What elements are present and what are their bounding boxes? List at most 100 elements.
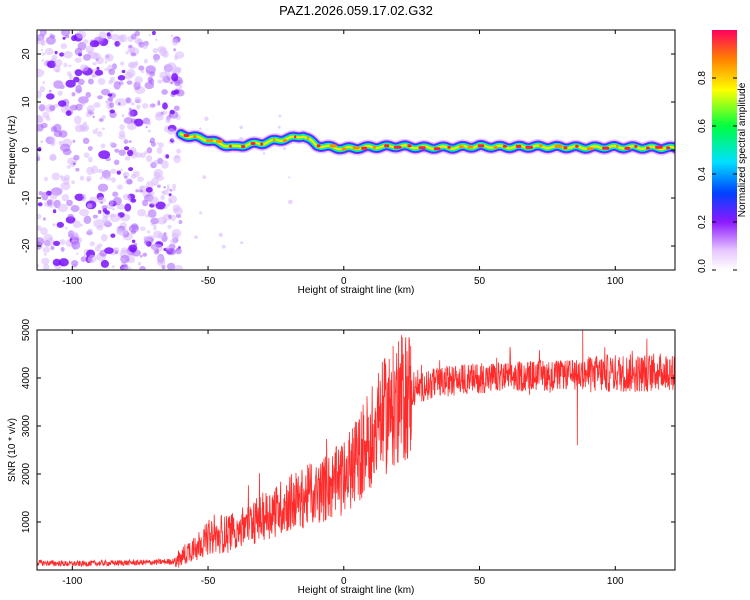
spectrogram-noise-blob — [109, 213, 116, 218]
colorbar-tick-label: 0.0 — [697, 259, 708, 273]
spectrogram-noise-blob — [148, 196, 159, 205]
spectrogram-noise-blob — [72, 220, 81, 229]
spectrogram-ridge-peak — [477, 144, 485, 148]
spectrogram-noise-blob — [134, 96, 142, 103]
spectrogram-noise-blob — [74, 47, 83, 56]
spectrogram-noise-blob — [71, 35, 77, 42]
spectrogram-noise-blob — [71, 180, 75, 185]
spectrogram-noise-blob — [147, 209, 157, 218]
spectrogram-noise-blob — [88, 156, 93, 163]
spectrogram-noise-blob — [109, 199, 114, 206]
spectrogram-noise-blob — [61, 194, 69, 202]
spectrogram-noise-blob — [104, 219, 111, 225]
spectrogram-noise-blob — [97, 196, 106, 204]
spectrogram-noise-blob — [101, 127, 105, 130]
spectrogram-ridge-peak — [459, 145, 464, 149]
spectrogram-noise-blob — [80, 64, 89, 72]
spectrogram-noise-blob — [116, 225, 126, 233]
spectrogram-noise-blob — [86, 203, 93, 209]
spectrogram-noise-blob — [40, 31, 45, 35]
spectrogram-noise-blob — [155, 201, 166, 210]
spectrogram-noise-blob — [125, 97, 131, 103]
spectrogram-ridge — [174, 127, 675, 156]
spectrogram-noise-blob — [118, 149, 126, 156]
spectrogram-y-label: Frequency (Hz) — [7, 116, 18, 185]
spectrogram-noise-blob — [92, 62, 97, 66]
spectrogram-noise-blob — [151, 177, 159, 186]
spectrogram-noise-blob — [123, 117, 133, 124]
spectrogram-noise-blob — [58, 258, 69, 267]
spectrogram-noise-blob — [85, 91, 91, 98]
snr-y-ticks: 1000 2000 3000 4000 5000 — [21, 318, 675, 533]
spectrogram-stray-blob — [221, 244, 226, 249]
spectrogram-noise-blob — [168, 195, 178, 204]
spectrogram-noise-blob — [70, 205, 80, 212]
spectrogram-noise-blob — [166, 184, 170, 188]
spectrogram-noise-blob — [127, 122, 137, 131]
spectrogram-noise-blob — [66, 165, 72, 169]
spectrogram-noise-blob — [94, 69, 104, 76]
spectrogram-noise-blob — [39, 85, 46, 93]
spectrogram-x-tick-label: 0 — [341, 276, 347, 287]
spectrogram-noise-blob — [156, 175, 165, 181]
snr-y-tick-label: 5000 — [21, 318, 32, 341]
spectrogram-noise-blob — [157, 216, 167, 225]
spectrogram-noise-blob — [150, 141, 156, 147]
spectrogram-noise-blob — [101, 88, 110, 96]
spectrogram-noise-blob — [52, 258, 61, 266]
spectrogram-noise-blob — [120, 81, 124, 86]
spectrogram-noise-blob — [161, 190, 166, 194]
spectrogram-noise-blob — [117, 184, 123, 190]
spectrogram-noise-blob — [41, 59, 44, 62]
spectrogram-y-tick-label: -10 — [21, 190, 32, 205]
spectrogram-noise-blob — [109, 109, 115, 114]
spectrogram-noise-blob — [154, 38, 158, 41]
spectrogram-noise-blob — [57, 90, 63, 96]
spectrogram-noise-blob — [41, 191, 49, 201]
spectrogram-noise-blob — [87, 146, 93, 151]
spectrogram-noise-blob — [54, 59, 63, 67]
spectrogram-noise-blob — [59, 239, 66, 245]
colorbar-gradient — [712, 30, 737, 270]
spectrogram-noise-blob — [157, 102, 161, 106]
colorbar-label: Normalized spectral amplitude — [737, 82, 748, 217]
spectrogram-noise-blob — [143, 58, 148, 64]
spectrogram-noise-blob — [153, 225, 157, 228]
spectrogram-noise-blob — [37, 202, 43, 207]
spectrogram-noise-blob — [79, 208, 89, 217]
spectrogram-noise-blob — [63, 51, 73, 59]
spectrogram-noise-blob — [130, 33, 137, 40]
spectrogram-ridge-peak — [341, 147, 347, 151]
spectrogram-stray-blob — [262, 152, 266, 155]
spectrogram-noise-blob — [129, 62, 136, 68]
spectrogram-noise-blob — [63, 62, 68, 68]
spectrogram-ridge-peak — [183, 134, 190, 137]
spectrogram-noise-blob — [49, 192, 58, 200]
spectrogram-ridge-peak — [216, 139, 223, 143]
figure-title: PAZ1.2026.059.17.02.G32 — [279, 3, 433, 18]
spectrogram-ridge-peak — [393, 145, 402, 149]
spectrogram-noise-blob — [108, 97, 114, 102]
spectrogram-noise-blob — [158, 142, 164, 148]
spectrogram-noise-blob — [161, 160, 169, 169]
spectrogram-stray-blob — [240, 241, 244, 245]
snr-panel: -100 -50 0 50 100 1000 2000 3000 4000 5000 Heigh… — [7, 318, 676, 596]
spectrogram-noise-blob — [60, 43, 68, 50]
spectrogram-noise-blob — [98, 150, 111, 160]
spectrogram-noise-blob — [76, 252, 79, 255]
snr-y-tick-label: 4000 — [21, 366, 32, 389]
spectrogram-noise-blob — [175, 214, 182, 218]
spectrogram-noise-blob — [104, 60, 108, 64]
spectrogram-noise-blob — [75, 103, 83, 111]
spectrogram-noise-blob — [146, 230, 151, 234]
spectrogram-noise-blob — [60, 247, 65, 252]
colorbar-tick-label: 0.4 — [697, 167, 708, 181]
colorbar-tick-label: 0.8 — [697, 71, 708, 85]
spectrogram-x-tick-label: -100 — [62, 276, 82, 287]
spectrogram-noise-blob — [74, 69, 83, 77]
spectrogram-noise-blob — [45, 36, 56, 45]
colorbar-tick-label: 0.2 — [697, 215, 708, 229]
snr-x-tick-label: -50 — [201, 576, 216, 587]
spectrogram-y-ticks: -20 -10 0 10 20 — [21, 48, 675, 253]
spectrogram-y-tick-label: 20 — [21, 48, 32, 60]
